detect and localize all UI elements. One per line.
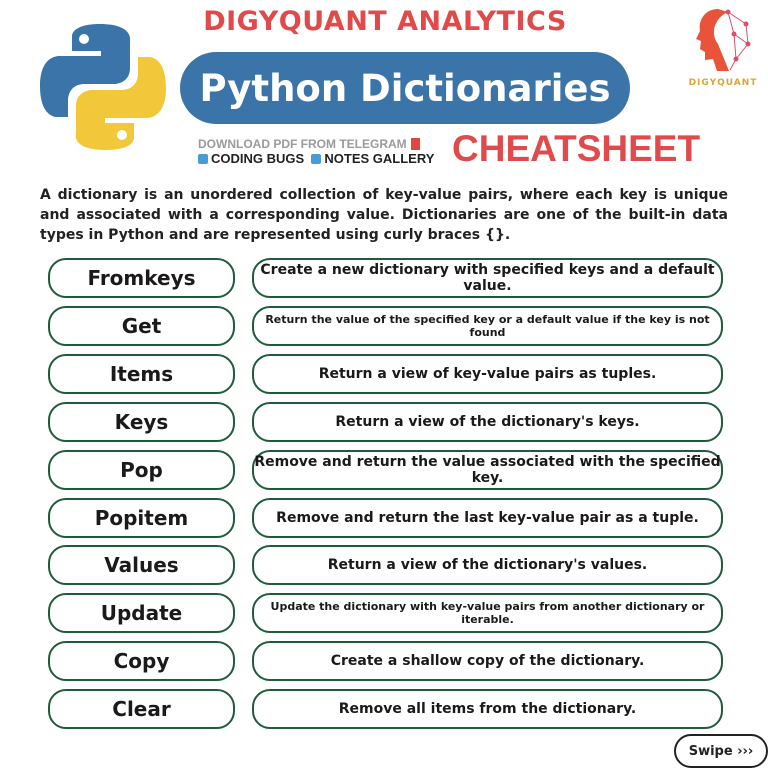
method-row: Values Return a view of the dictionary's … <box>48 545 724 586</box>
method-name: Copy <box>48 641 235 682</box>
method-description: Return the value of the specified key or… <box>252 305 723 346</box>
method-description: Create a new dictionary with specified k… <box>252 258 723 298</box>
method-row: Update Update the dictionary with key-val… <box>48 593 724 634</box>
method-name: Popitem <box>48 497 235 538</box>
download-text: DOWNLOAD PDF FROM TELEGRAM <box>198 137 407 151</box>
method-name: Items <box>48 353 235 394</box>
method-row: Get Return the value of the specified key… <box>48 305 724 346</box>
triple-chevron-right-icon: ››› <box>737 743 754 759</box>
link-notes-gallery[interactable]: NOTES GALLERY <box>324 151 435 166</box>
method-name: Pop <box>48 449 235 490</box>
method-row: Pop Remove and return the value associate… <box>48 449 724 490</box>
method-name: Fromkeys <box>48 258 235 298</box>
download-note: DOWNLOAD PDF FROM TELEGRAM <box>198 137 420 151</box>
method-name: Keys <box>48 401 235 442</box>
link-coding-bugs[interactable]: CODING BUGS <box>211 151 305 166</box>
method-description: Create a shallow copy of the dictionary. <box>252 641 723 682</box>
python-logo-icon <box>40 24 166 150</box>
method-name: Get <box>48 305 235 346</box>
method-name: Clear <box>48 689 235 730</box>
flag-icon <box>410 138 420 150</box>
head-network-icon <box>696 9 751 71</box>
swipe-label: Swipe <box>688 743 733 759</box>
logo-text: DIGYQUANT <box>688 78 758 88</box>
brand-title: DIGYQUANT ANALYTICS <box>203 6 567 37</box>
page-title: Python Dictionaries <box>180 52 630 124</box>
subtitle: CHEATSHEET <box>452 128 701 169</box>
method-row: Keys Return a view of the dictionary's ke… <box>48 401 724 442</box>
telegram-icon <box>311 154 322 164</box>
method-row: Items Return a view of key-value pairs as… <box>48 353 724 394</box>
swipe-button[interactable]: Swipe ››› <box>674 734 768 768</box>
telegram-icon <box>198 154 208 164</box>
method-description: Remove and return the value associated w… <box>252 449 723 490</box>
telegram-links: CODING BUGS NOTES GALLERY <box>198 151 434 166</box>
method-name: Values <box>48 545 235 586</box>
method-description: Update the dictionary with key-value pai… <box>252 593 723 634</box>
intro-paragraph: A dictionary is an unordered collection … <box>40 187 728 243</box>
method-row: Clear Remove all items from the dictionar… <box>48 689 724 730</box>
digyquant-logo: DIGYQUANT <box>688 4 758 90</box>
method-description: Return a view of the dictionary's values… <box>252 545 723 586</box>
method-row: Fromkeys Create a new dictionary with spe… <box>48 258 724 298</box>
method-row: Popitem Remove and return the last key-va… <box>48 497 724 538</box>
method-name: Update <box>48 593 235 634</box>
method-description: Return a view of the dictionary's keys. <box>252 401 723 442</box>
method-description: Remove and return the last key-value pai… <box>252 497 723 538</box>
method-description: Remove all items from the dictionary. <box>252 689 723 730</box>
method-description: Return a view of key-value pairs as tupl… <box>252 353 723 394</box>
method-row: Copy Create a shallow copy of the diction… <box>48 641 724 682</box>
